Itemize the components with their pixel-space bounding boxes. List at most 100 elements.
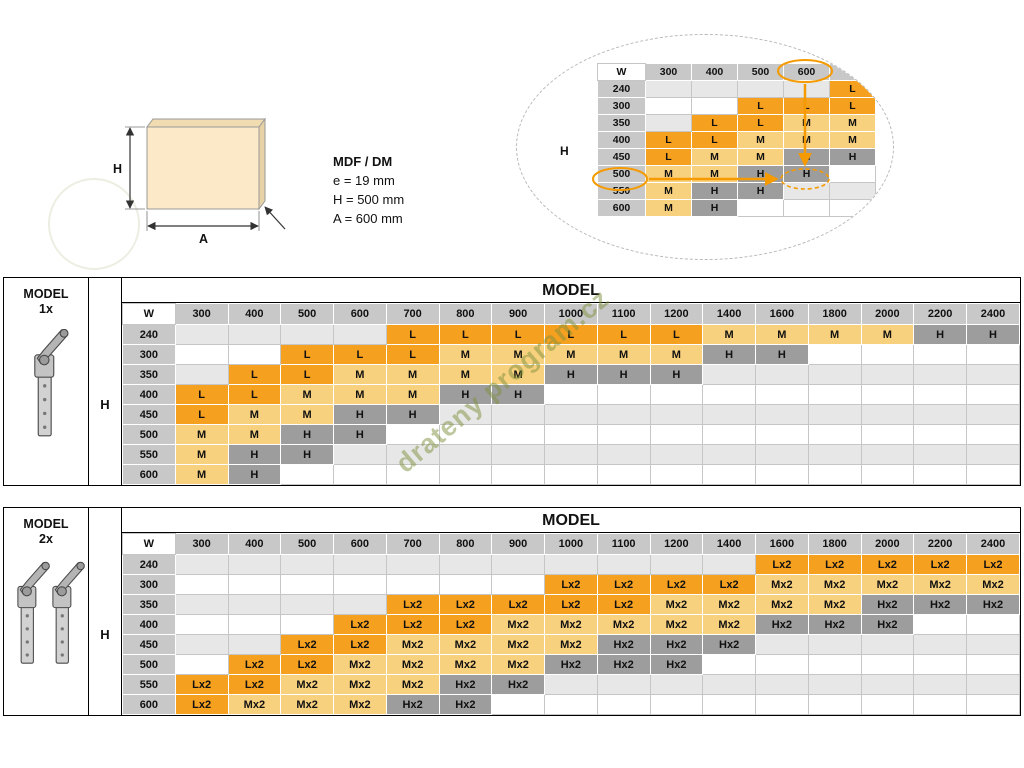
- column-header-1800: 1800: [807, 533, 862, 555]
- grid-cell-empty: [913, 424, 967, 445]
- grid-cell-empty: [807, 364, 862, 385]
- grid-cell-M: M: [544, 344, 598, 365]
- table-row: 400 L L M M M H H: [122, 384, 1020, 405]
- grid-cell-empty: [755, 404, 809, 425]
- row-label-600: 600: [597, 199, 646, 217]
- grid-cell-empty: [227, 574, 282, 595]
- grid-cell-Mx2: Mx2: [755, 574, 809, 595]
- grid-cell-empty: [596, 444, 651, 465]
- grid-cell-M: M: [807, 324, 862, 345]
- grid-cell-L: L: [544, 324, 598, 345]
- row-label-450: 450: [122, 634, 176, 655]
- selection-example-zoom: W 300 400 500 600 240 L 300 L L L 350 L L M M 400 L L M M M 45…: [516, 34, 894, 260]
- column-header-900: 900: [491, 533, 545, 555]
- column-header-500: 500: [280, 303, 334, 325]
- grid-cell-L: L: [645, 131, 692, 149]
- column-header-1600: 1600: [755, 303, 809, 325]
- grid-cell-Lx2: Lx2: [596, 594, 651, 615]
- grid-cell-empty: [913, 344, 967, 365]
- column-header-1000: 1000: [544, 533, 598, 555]
- grid-cell-Lx2: Lx2: [227, 674, 282, 695]
- grid-cell-Mx2: Mx2: [280, 674, 334, 695]
- grid-cell-H: H: [829, 148, 876, 166]
- table-row: 500 M M H H: [597, 165, 876, 183]
- grid-cell-empty: [596, 404, 651, 425]
- grid-cell-Lx2: Lx2: [174, 694, 229, 715]
- grid-cell-empty: [755, 424, 809, 445]
- grid-cell-empty: [702, 444, 756, 465]
- header-row: W 300 400 500 600: [597, 63, 876, 81]
- grid-cell-empty: [829, 165, 876, 183]
- grid-cell-empty: [280, 574, 334, 595]
- grid-cell-M: M: [755, 324, 809, 345]
- grid-cell-L: L: [737, 114, 784, 132]
- row-label-600: 600: [122, 694, 176, 715]
- row-label-350: 350: [597, 114, 646, 132]
- column-header-1600: 1600: [755, 533, 809, 555]
- grid-cell-M: M: [174, 444, 229, 465]
- column-header-400: 400: [227, 303, 282, 325]
- grid-cell-empty: [860, 384, 915, 405]
- grid-cell-empty: [702, 694, 756, 715]
- grid-cell-Hx2: Hx2: [702, 634, 756, 655]
- grid-cell-L: L: [438, 324, 493, 345]
- grid-cell-empty: [280, 324, 334, 345]
- grid-cell-L: L: [333, 344, 387, 365]
- grid-cell-empty: [702, 554, 756, 575]
- grid-cell-L: L: [174, 404, 229, 425]
- table-row: 450 Lx2 Lx2 Mx2 Mx2 Mx2 Mx2 Hx2 Hx2 Hx2: [122, 634, 1020, 655]
- thickness-pointer-arrow: [264, 206, 286, 230]
- grid-cell-empty: [807, 424, 862, 445]
- grid-cell-Mx2: Mx2: [596, 614, 651, 635]
- grid-cell-empty: [491, 574, 545, 595]
- grid-cell-empty: [333, 554, 387, 575]
- grid-cell-L: L: [737, 97, 784, 115]
- grid-cell-empty: [596, 554, 651, 575]
- grid-cell-empty: [783, 80, 830, 98]
- grid-cell-empty: [174, 574, 229, 595]
- grid-cell-M: M: [333, 384, 387, 405]
- model-2x-left-panel: MODEL 2x: [4, 508, 89, 715]
- grid-cell-empty: [333, 574, 387, 595]
- grid-cell-H: H: [333, 424, 387, 445]
- grid-cell-empty: [280, 614, 334, 635]
- grid-cell-empty: [966, 674, 1020, 695]
- column-header-2200: 2200: [913, 303, 967, 325]
- grid-cell-M: M: [645, 165, 692, 183]
- column-header-300: 300: [645, 63, 692, 81]
- table-row: 550 M H H: [122, 444, 1020, 465]
- panel-face: [146, 126, 260, 210]
- grid-cell-empty: [438, 464, 493, 485]
- material-specs: MDF / DM e = 19 mm H = 500 mm A = 600 mm: [333, 152, 404, 228]
- grid-cell-H: H: [737, 165, 784, 183]
- grid-cell-M: M: [649, 344, 704, 365]
- grid-cell-M: M: [333, 364, 387, 385]
- grid-cell-M: M: [829, 114, 876, 132]
- grid-cell-Lx2: Lx2: [966, 554, 1020, 575]
- grid-cell-M: M: [691, 148, 738, 166]
- grid-cell-Hx2: Hx2: [491, 674, 545, 695]
- grid-cell-Lx2: Lx2: [333, 614, 387, 635]
- grid-cell-empty: [913, 444, 967, 465]
- grid-cell-L: L: [649, 324, 704, 345]
- column-header-800: 800: [438, 303, 493, 325]
- grid-cell-L: L: [491, 324, 545, 345]
- grid-cell-Mx2: Mx2: [227, 694, 282, 715]
- grid-cell-empty: [702, 424, 756, 445]
- column-header-400: 400: [691, 63, 738, 81]
- table-row: 550 Lx2 Lx2 Mx2 Mx2 Mx2 Hx2 Hx2: [122, 674, 1020, 695]
- grid-cell-empty: [649, 464, 704, 485]
- grid-cell-empty: [966, 424, 1020, 445]
- grid-cell-empty: [649, 404, 704, 425]
- lift-mechanism-illustration: [52, 561, 85, 664]
- grid-cell-L: L: [691, 131, 738, 149]
- grid-cell-empty: [966, 444, 1020, 465]
- grid-cell-empty: [913, 384, 967, 405]
- grid-cell-empty: [755, 654, 809, 675]
- grid-cell-Mx2: Mx2: [649, 594, 704, 615]
- grid-cell-Hx2: Hx2: [596, 634, 651, 655]
- w-axis-header: W: [122, 303, 176, 325]
- table-row: 400 Lx2 Lx2 Lx2 Mx2 Mx2 Mx2 Mx2 Mx2 Hx2 Hx2 Hx2: [122, 614, 1020, 635]
- grid-cell-empty: [860, 674, 915, 695]
- model-1x-section: MODEL 1x: [3, 277, 1021, 486]
